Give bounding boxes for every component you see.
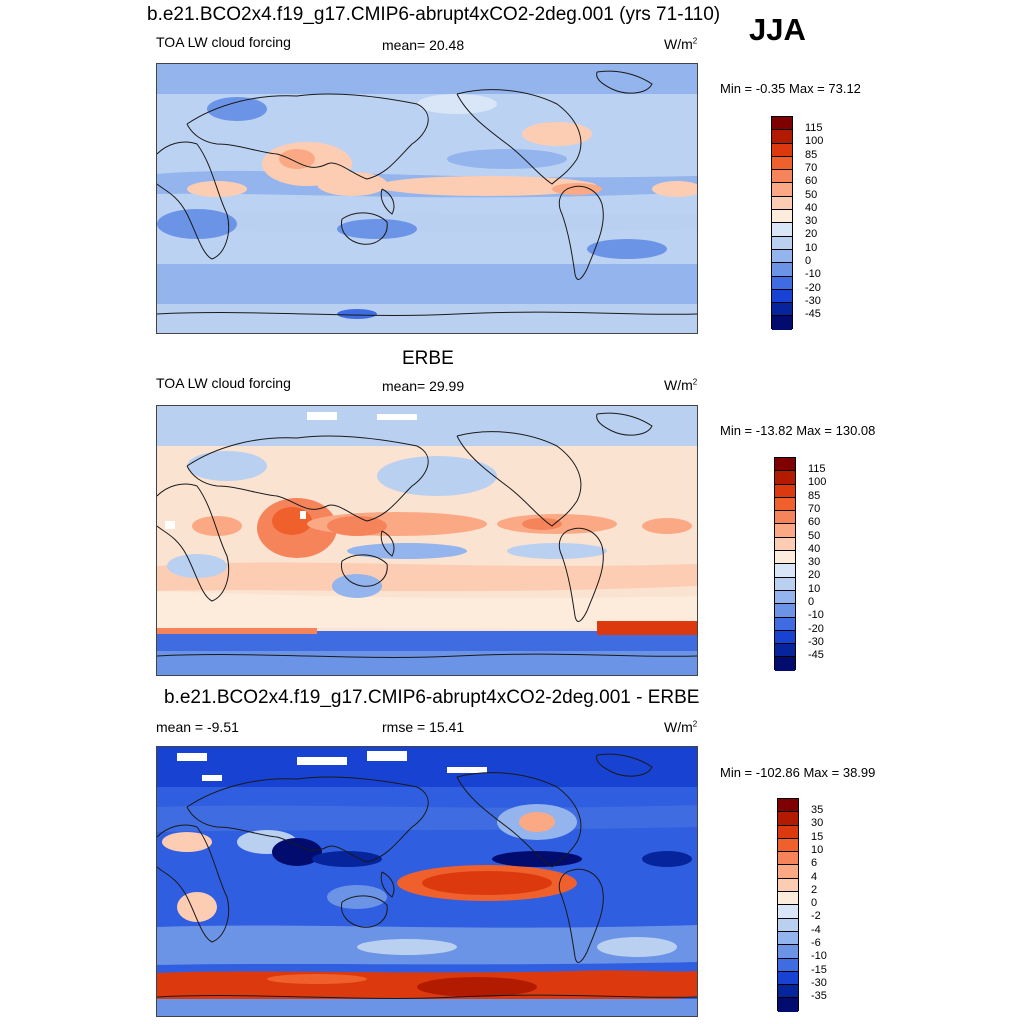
tick-label: -10 xyxy=(811,950,827,963)
panel2-units: W/m2 xyxy=(664,377,698,393)
tick-label: -20 xyxy=(805,281,821,294)
tick-label: 10 xyxy=(808,582,821,595)
panel3-units: W/m2 xyxy=(664,719,698,735)
tick-label: 0 xyxy=(808,596,815,608)
tick-label: -30 xyxy=(811,976,827,989)
tick-label: -10 xyxy=(805,268,821,281)
tick-label: 10 xyxy=(805,241,818,254)
panel1-minmax: Min = -0.35 Max = 73.12 xyxy=(720,81,861,96)
tick-label: 6 xyxy=(811,857,818,870)
season-label: JJA xyxy=(749,12,806,47)
tick-label: 10 xyxy=(811,843,824,856)
panel2-heading: ERBE xyxy=(402,348,454,369)
tick-label: -30 xyxy=(805,294,821,307)
tick-label: -20 xyxy=(808,622,824,635)
panel2-minmax: Min = -13.82 Max = 130.08 xyxy=(720,423,876,438)
panel3-map xyxy=(156,746,698,1017)
tick-label: -35 xyxy=(811,990,827,1003)
tick-label: -10 xyxy=(808,609,824,622)
tick-label: 4 xyxy=(811,870,818,883)
tick-label: -45 xyxy=(805,308,821,321)
tick-label: -15 xyxy=(811,963,827,976)
panel1-map xyxy=(156,63,698,334)
panel3-heading: b.e21.BCO2x4.f19_g17.CMIP6-abrupt4xCO2-2… xyxy=(164,687,700,708)
tick-label: 100 xyxy=(808,476,827,489)
panel2-map xyxy=(156,405,698,676)
tick-label: 30 xyxy=(808,556,821,569)
tick-label: 115 xyxy=(805,122,823,134)
panel3-rmse-label: rmse = 15.41 xyxy=(382,719,465,735)
panel1-mean-label: mean= 20.48 xyxy=(382,37,465,53)
tick-label: -45 xyxy=(808,649,824,662)
tick-label: 60 xyxy=(808,516,821,529)
tick-label: 50 xyxy=(805,188,818,201)
panel1-variable-label: TOA LW cloud forcing xyxy=(156,34,291,50)
tick-label: 115 xyxy=(808,463,826,475)
tick-label: 85 xyxy=(805,148,818,161)
tick-label: 70 xyxy=(805,161,818,174)
tick-label: 2 xyxy=(811,883,818,896)
panel1-colorbar xyxy=(771,116,793,330)
panel3-mean-label: mean = -9.51 xyxy=(156,719,239,735)
tick-label: -30 xyxy=(808,635,824,648)
tick-label: 60 xyxy=(805,175,818,188)
tick-label: -6 xyxy=(811,937,821,949)
panel2-variable-label: TOA LW cloud forcing xyxy=(156,375,291,391)
tick-label: 0 xyxy=(811,897,818,910)
tick-label: 20 xyxy=(805,228,818,241)
tick-label: 100 xyxy=(805,135,824,148)
tick-label: -4 xyxy=(811,923,821,936)
tick-label: 15 xyxy=(811,830,824,843)
tick-label: -2 xyxy=(811,910,821,923)
tick-label: 0 xyxy=(805,255,812,267)
tick-label: 50 xyxy=(808,529,821,542)
panel2-mean-label: mean= 29.99 xyxy=(382,378,465,394)
tick-label: 70 xyxy=(808,502,821,515)
tick-label: 20 xyxy=(808,569,821,582)
tick-label: 40 xyxy=(808,542,821,555)
tick-label: 40 xyxy=(805,201,818,214)
main-title: b.e21.BCO2x4.f19_g17.CMIP6-abrupt4xCO2-2… xyxy=(147,4,721,25)
tick-label: 85 xyxy=(808,489,821,502)
panel2-colorbar xyxy=(774,457,796,671)
tick-label: 35 xyxy=(811,804,824,816)
panel1-units: W/m2 xyxy=(664,36,698,52)
tick-label: 30 xyxy=(805,215,818,228)
panel3-minmax: Min = -102.86 Max = 38.99 xyxy=(720,765,876,780)
tick-label: 30 xyxy=(811,817,824,830)
panel3-colorbar xyxy=(777,798,799,1012)
